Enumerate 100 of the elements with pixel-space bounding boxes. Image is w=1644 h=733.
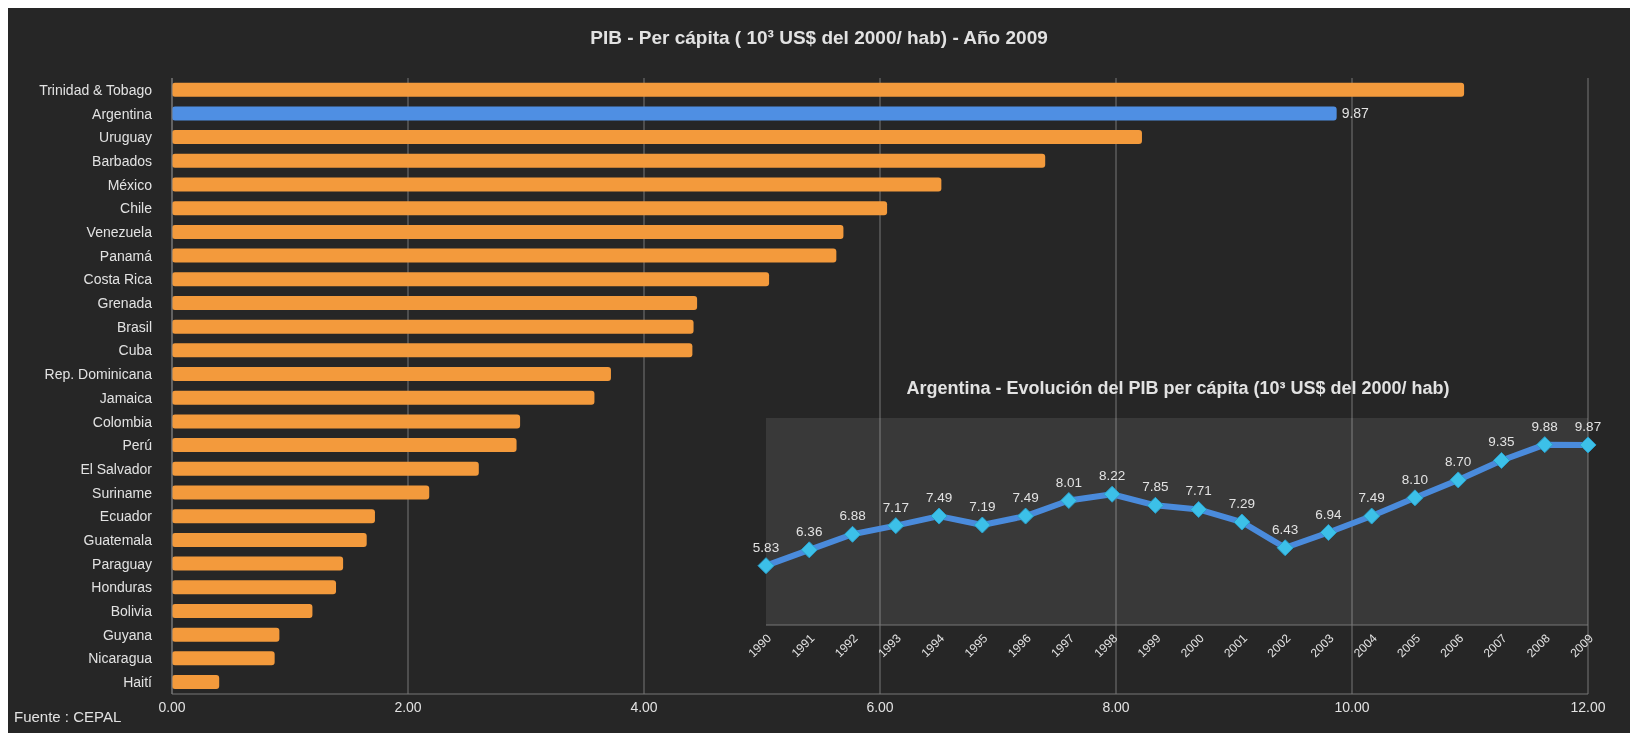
y-tick-label: Suriname xyxy=(92,484,153,501)
bar xyxy=(172,651,275,666)
bar xyxy=(172,153,1046,168)
point xyxy=(973,516,991,534)
bar xyxy=(172,82,1465,97)
y-tick-label: Paraguay xyxy=(92,555,152,572)
y-tick-label: Colombia xyxy=(92,413,153,430)
y-tick-label: Haití xyxy=(123,674,153,691)
data-label: 5.83 xyxy=(752,539,780,555)
bar xyxy=(172,509,375,524)
y-tick-label: Perú xyxy=(122,437,152,454)
y-tick-label: Bolivia xyxy=(110,603,153,620)
point xyxy=(1319,524,1337,542)
bar xyxy=(172,675,220,690)
bar xyxy=(172,367,611,382)
data-label: 6.36 xyxy=(796,523,823,539)
y-tick-label: Cuba xyxy=(118,342,153,359)
point xyxy=(800,541,818,559)
y-tick-label: Jamaica xyxy=(99,389,153,406)
x-tick-label: 12.00 xyxy=(1570,698,1606,715)
y-tick-label: Ecuador xyxy=(99,508,153,525)
point xyxy=(1103,485,1121,503)
y-tick-label: Nicaragua xyxy=(88,650,153,667)
y-tick-label: Brasil xyxy=(116,318,152,335)
y-tick-label: Honduras xyxy=(91,579,152,596)
point xyxy=(1190,500,1208,518)
bar xyxy=(172,461,479,476)
point xyxy=(1492,451,1510,469)
data-label: 7.49 xyxy=(925,490,953,506)
y-tick-label: Guatemala xyxy=(83,531,153,548)
data-label: 6.43 xyxy=(1272,521,1299,537)
data-label: 8.10 xyxy=(1401,471,1429,487)
y-tick-label: Grenada xyxy=(97,295,153,312)
bar xyxy=(172,556,344,571)
point xyxy=(844,525,862,543)
y-tick-label: Guyana xyxy=(102,626,153,643)
x-tick-label: 10.00 xyxy=(1334,698,1370,715)
data-label: 9.88 xyxy=(1531,418,1558,434)
data-label: 9.35 xyxy=(1488,434,1515,450)
y-tick-label: Trinidad & Tobago xyxy=(39,81,153,98)
point xyxy=(930,507,948,525)
point xyxy=(1146,496,1164,514)
data-label: 7.49 xyxy=(1012,490,1039,506)
data-label: 7.49 xyxy=(1358,490,1385,506)
y-tick-label: México xyxy=(107,176,153,193)
bar xyxy=(172,130,1142,145)
bar xyxy=(172,485,430,500)
point xyxy=(1536,436,1554,454)
bar xyxy=(172,106,1337,121)
data-label: 7.17 xyxy=(882,499,909,515)
point xyxy=(1060,492,1078,510)
x-tick-label: 8.00 xyxy=(1102,698,1130,715)
bar xyxy=(172,438,517,453)
bar xyxy=(172,248,837,263)
y-tick-label: Argentina xyxy=(92,105,153,122)
x-tick-label: 0.00 xyxy=(158,698,186,715)
data-label: 8.70 xyxy=(1445,453,1472,469)
data-label: 7.71 xyxy=(1185,483,1212,499)
y-tick-label: Barbados xyxy=(92,152,152,169)
y-tick-label: El Salvador xyxy=(80,460,153,477)
y-tick-label: Costa Rica xyxy=(83,271,153,288)
point xyxy=(757,557,775,575)
point xyxy=(1017,507,1035,525)
x-tick-label: 6.00 xyxy=(866,698,894,715)
bar xyxy=(172,201,888,216)
bar xyxy=(172,603,313,618)
bar xyxy=(172,177,942,192)
data-label: 7.29 xyxy=(1228,496,1256,512)
data-label: 6.88 xyxy=(839,508,866,524)
x-tick-label: 4.00 xyxy=(630,698,658,715)
point xyxy=(1579,436,1597,454)
point xyxy=(1276,539,1294,557)
data-label: 7.19 xyxy=(969,499,996,515)
bar xyxy=(172,224,844,239)
chart-title: PIB - Per cápita ( 10³ US$ del 2000/ hab) - Año 2009 xyxy=(589,26,1049,50)
data-label: 6.94 xyxy=(1315,506,1343,522)
point xyxy=(1233,513,1251,531)
data-label: 9.87 xyxy=(1341,105,1370,122)
data-label: 8.01 xyxy=(1055,474,1082,490)
bar xyxy=(172,343,693,358)
bar xyxy=(172,414,521,429)
source-note: Fuente : CEPAL xyxy=(14,708,122,725)
point xyxy=(1449,471,1467,489)
point xyxy=(887,517,905,535)
data-label: 9.87 xyxy=(1574,418,1602,434)
bar xyxy=(172,272,770,287)
bar xyxy=(172,580,337,595)
point xyxy=(1363,507,1381,525)
chart-title: Argentina - Evolución del PIB per cápita (10³ US$ del 2000/ hab) xyxy=(905,377,1451,400)
bar xyxy=(172,295,698,310)
bar xyxy=(172,627,280,642)
point xyxy=(1406,489,1424,507)
x-tick-label: 2.00 xyxy=(394,698,422,715)
y-tick-label: Rep. Dominicana xyxy=(44,366,153,383)
y-tick-label: Chile xyxy=(120,200,153,217)
bar xyxy=(172,319,694,334)
y-tick-label: Panamá xyxy=(99,247,153,264)
data-label: 8.22 xyxy=(1098,468,1126,484)
bar xyxy=(172,390,595,405)
data-label: 7.85 xyxy=(1142,479,1169,495)
